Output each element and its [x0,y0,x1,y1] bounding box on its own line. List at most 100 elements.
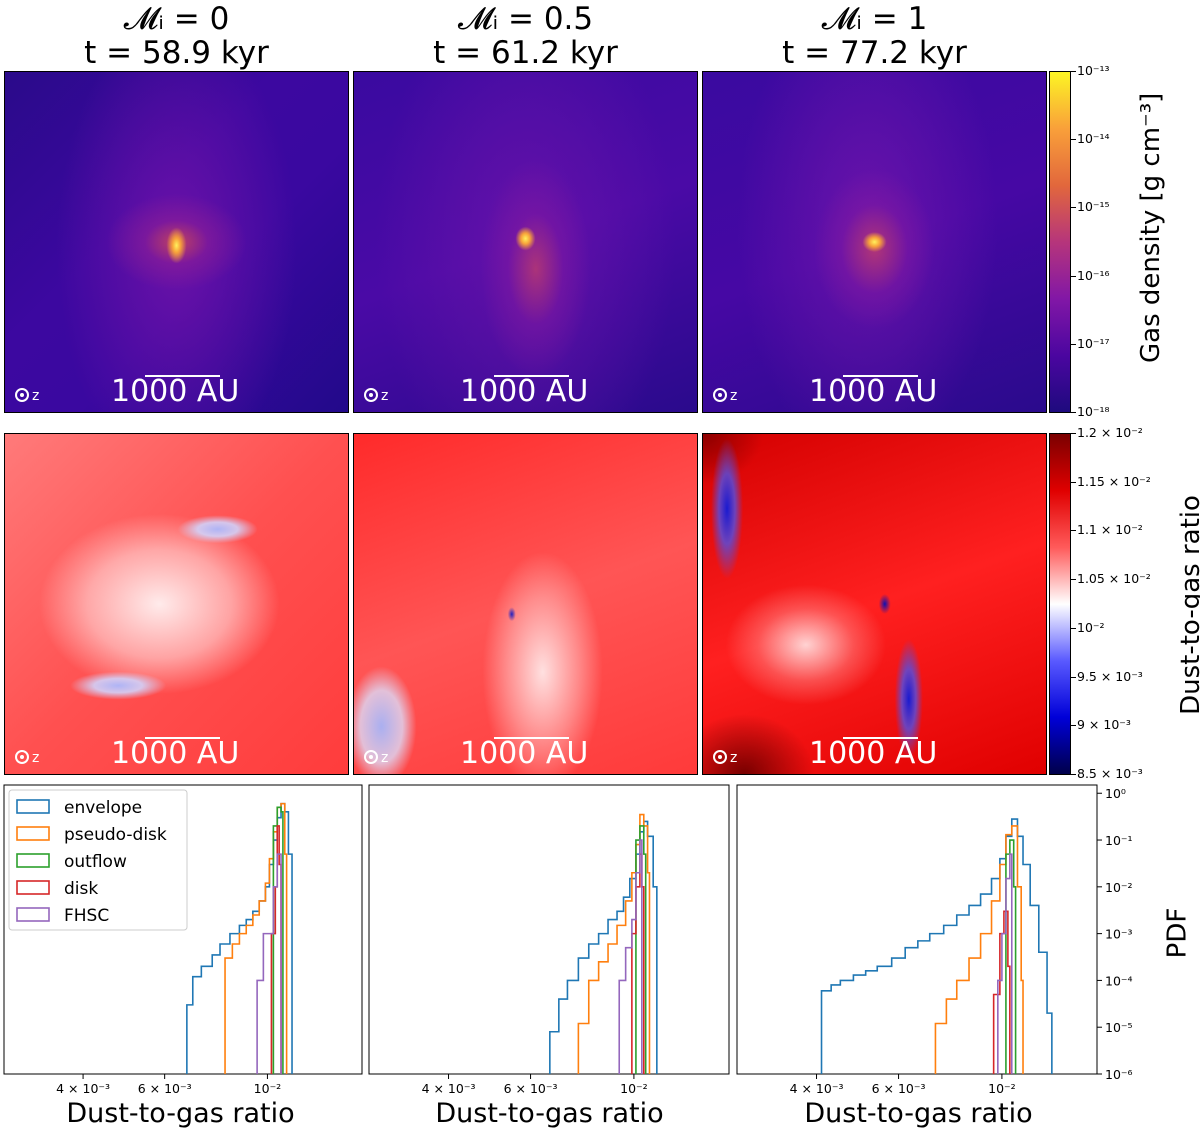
x-tick-label: 10⁻² [620,1081,648,1096]
hist-series-disk [992,910,1011,1074]
axis-z-symbol: z [364,748,388,766]
scalebar-label: 1000 AU [460,736,589,771]
hist-panel-frame [368,784,730,1075]
legend-label-outflow: outflow [64,852,127,872]
x-axis-label-1: Dust-to-gas ratio [66,1098,295,1129]
colorbar-tick-label: 10⁻² [1077,619,1105,635]
scalebar-line [843,737,918,739]
colorbar-tick [1071,412,1076,413]
ratio-colorbar [1049,433,1071,775]
x-tick-label: 6 × 10⁻³ [872,1081,926,1096]
legend-swatch-FHSC [16,907,50,922]
colorbar-tick-label: 10⁻¹⁸ [1077,404,1110,419]
scalebar-label: 1000 AU [809,374,938,409]
density-colorbar [1049,71,1071,413]
scalebar-line [494,737,569,739]
legend-swatch-envelope [16,799,50,814]
colorbar-tick [1071,774,1076,775]
colorbar-tick-label: 10⁻¹⁷ [1077,335,1110,351]
x-tick-label: 6 × 10⁻³ [504,1081,558,1096]
axis-z-symbol: z [713,748,737,766]
column-title-3-time: t = 77.2 kyr [782,35,967,71]
x-tick-label: 10⁻² [988,1081,1016,1096]
legend-box [8,789,188,931]
colorbar-tick [1071,343,1076,345]
hist-series-FHSC [256,853,282,1074]
x-tick-label: 4 × 10⁻³ [790,1081,844,1096]
colorbar-tick-label: 8.5 × 10⁻³ [1077,766,1143,781]
x-tick-label: 4 × 10⁻³ [56,1081,110,1096]
column-title-3-mach: 𝓜ᵢ = 1 [821,1,928,37]
axis-z-symbol: z [15,386,39,404]
ratio-map-1: 1000 AU z [4,433,349,775]
scalebar-label: 1000 AU [111,374,240,409]
colorbar-tick [1071,71,1076,72]
out-of-page-icon [713,750,727,764]
y-tick-label: 10⁰ [1105,786,1126,801]
x-axis-label-3: Dust-to-gas ratio [804,1098,1033,1129]
density-map-2: 1000 AU z [353,71,698,413]
hist-series-pseudo-disk [224,802,288,1074]
y-tick-label: 10⁻⁵ [1105,1020,1133,1035]
y-tick-label: 10⁻² [1105,880,1133,895]
colorbar-tick-label: 1.2 × 10⁻² [1077,425,1143,440]
ratio-map-2: 1000 AU z [353,433,698,775]
out-of-page-icon [364,750,378,764]
colorbar-tick [1071,530,1076,532]
colorbar-tick-label: 9 × 10⁻³ [1077,717,1131,733]
colorbar-tick [1071,433,1076,434]
colorbar-tick [1071,207,1076,209]
legend-label-FHSC: FHSC [64,906,109,926]
scalebar-line [843,375,918,377]
legend-label-disk: disk [64,879,98,899]
scalebar-label: 1000 AU [111,736,240,771]
hist-series-pseudo-disk [934,825,1024,1074]
legend-label-envelope: envelope [64,798,142,818]
ratio-map-3: 1000 AU z [702,433,1047,775]
y-tick-label: 10⁻³ [1105,927,1133,942]
density-map-3: 1000 AU z [702,71,1047,413]
axis-z-symbol: z [713,386,737,404]
colorbar-tick [1071,676,1076,678]
colorbar-tick-label: 1.05 × 10⁻² [1077,571,1151,587]
legend-swatch-disk [16,880,50,895]
x-tick-label: 10⁻² [254,1081,282,1096]
hist-series-outflow [272,806,284,1074]
out-of-page-icon [713,388,727,402]
column-title-2-time: t = 61.2 kyr [433,35,618,71]
colorbar-tick [1071,579,1076,581]
colorbar-tick-label: 1.15 × 10⁻² [1077,473,1151,489]
hist-series-envelope [820,818,1053,1074]
column-title-1-mach: 𝓜ᵢ = 0 [123,1,230,37]
density-map-1: 1000 AU z [4,71,349,413]
colorbar-tick-label: 10⁻¹⁵ [1077,199,1110,215]
legend-swatch-outflow [16,853,50,868]
hist-panel-frame [736,784,1098,1075]
y-tick-label: 10⁻⁴ [1105,973,1133,988]
column-title-1: 𝓜ᵢ = 0 t = 58.9 kyr [4,2,349,70]
scalebar-line [145,737,220,739]
scalebar-line [494,375,569,377]
column-title-2: 𝓜ᵢ = 0.5 t = 61.2 kyr [353,2,698,70]
colorbar-tick-label: 9.5 × 10⁻³ [1077,668,1143,684]
axis-z-symbol: z [15,748,39,766]
colorbar-tick-label: 1.1 × 10⁻² [1077,522,1143,538]
hist-series-FHSC [997,853,1013,1074]
y-axis-label: PDF [1162,907,1193,959]
colorbar-tick [1071,481,1076,483]
colorbar-tick-label: 10⁻¹⁶ [1077,267,1110,283]
scalebar-label: 1000 AU [460,374,589,409]
scalebar-label: 1000 AU [809,736,938,771]
hist-series-outflow [635,825,647,1074]
colorbar-tick [1071,627,1076,629]
colorbar-tick [1071,139,1076,141]
x-axis-label-2: Dust-to-gas ratio [435,1098,664,1129]
out-of-page-icon [15,388,29,402]
colorbar-tick [1071,725,1076,727]
column-title-3: 𝓜ᵢ = 1 t = 77.2 kyr [702,2,1047,70]
out-of-page-icon [364,388,378,402]
colorbar-tick-label: 10⁻¹³ [1077,63,1110,78]
column-title-2-mach: 𝓜ᵢ = 0.5 [457,1,594,37]
scalebar-line [145,375,220,377]
